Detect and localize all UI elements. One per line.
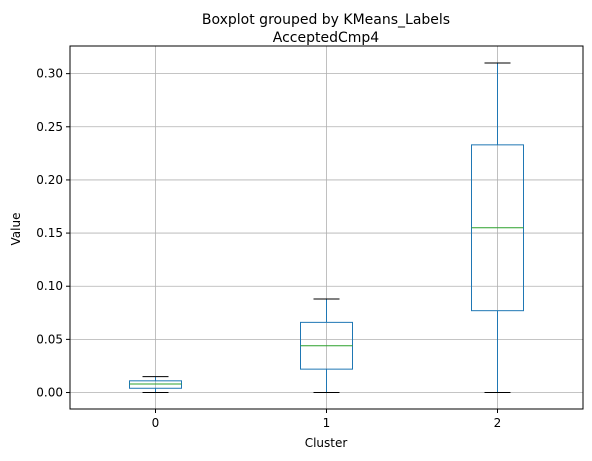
y-tick-label: 0.15 (36, 226, 63, 240)
chart-title: Boxplot grouped by KMeans_Labels (202, 12, 450, 28)
y-tick-label: 0.10 (36, 279, 63, 293)
box-iqr (129, 380, 182, 389)
x-tick-label: 2 (494, 416, 502, 430)
box-layer (129, 62, 524, 394)
x-axis-label: Cluster (305, 436, 348, 450)
y-tick-label: 0.20 (36, 173, 63, 187)
chart-subtitle: AcceptedCmp4 (273, 30, 380, 46)
y-axis-label: Value (9, 213, 23, 246)
y-tick-label: 0.00 (36, 386, 63, 400)
x-tick-label: 1 (323, 416, 331, 430)
y-tick-label: 0.30 (36, 67, 63, 81)
y-tick-label: 0.05 (36, 332, 63, 346)
tick-layer: 0.00 0.05 0.10 0.15 0.20 0.25 0.30 0 1 2 (36, 67, 501, 430)
x-tick-label: 0 (152, 416, 160, 430)
y-tick-label: 0.25 (36, 120, 63, 134)
